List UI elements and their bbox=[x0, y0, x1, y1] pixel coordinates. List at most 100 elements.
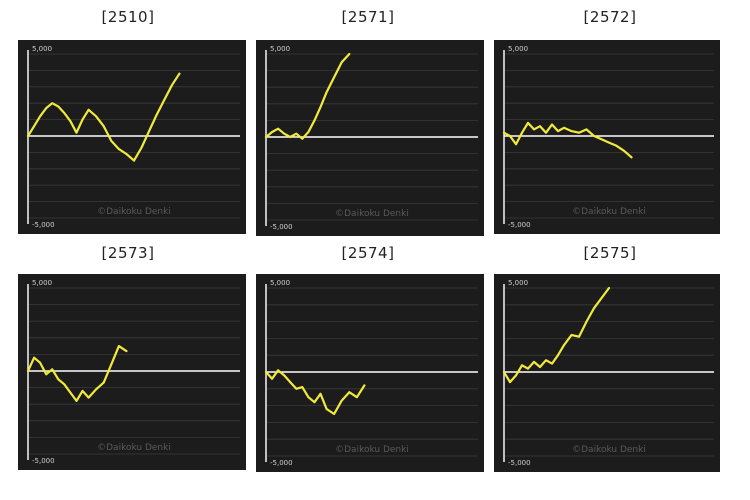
chart-cell-2571: [2571] 5,000 -5,000 ©Daikoku Denki bbox=[248, 2, 488, 238]
series-line bbox=[264, 52, 351, 140]
data-point bbox=[277, 369, 280, 372]
data-point bbox=[307, 131, 310, 133]
data-point bbox=[608, 141, 610, 144]
series-line bbox=[502, 121, 633, 159]
data-point bbox=[81, 118, 84, 121]
data-point bbox=[313, 119, 316, 122]
chart-panel: 5,000 -5,000 ©Daikoku Denki bbox=[18, 40, 246, 234]
watermark-text: ©Daikoku Denki bbox=[97, 207, 171, 217]
data-point bbox=[148, 130, 151, 132]
data-point bbox=[630, 156, 633, 159]
data-point bbox=[578, 335, 580, 338]
chart-panel: 5,000 -5,000 ©Daikoku Denki bbox=[494, 274, 720, 472]
data-point bbox=[515, 143, 517, 146]
watermark-text: ©Daikoku Denki bbox=[572, 445, 646, 455]
y-tick-label: 5,000 bbox=[32, 45, 52, 53]
data-point bbox=[545, 131, 547, 134]
chart-panel: 5,000 -5,000 ©Daikoku Denki bbox=[256, 274, 484, 472]
data-point bbox=[363, 384, 366, 387]
data-point bbox=[503, 131, 505, 134]
data-point bbox=[325, 408, 328, 410]
data-point bbox=[521, 131, 523, 134]
data-point bbox=[615, 144, 618, 147]
data-point bbox=[319, 392, 322, 395]
data-point bbox=[325, 91, 328, 94]
chart-svg: 5,000 -5,000 ©Daikoku Denki bbox=[494, 40, 720, 234]
data-point bbox=[51, 368, 54, 371]
data-point bbox=[271, 131, 273, 133]
data-point bbox=[163, 99, 166, 101]
data-point bbox=[539, 366, 541, 368]
y-tick-label: -5,000 bbox=[508, 459, 531, 467]
data-point bbox=[277, 127, 280, 130]
chart-panel: 5,000 -5,000 ©Daikoku Denki bbox=[256, 40, 484, 236]
data-point bbox=[551, 123, 553, 126]
chart-title: [2575] bbox=[583, 244, 637, 262]
data-point bbox=[585, 320, 588, 323]
chart-cell-2575: [2575] 5,000 -5,000 ©Daikoku Denki bbox=[490, 240, 730, 476]
chart-title: [2510] bbox=[101, 8, 155, 26]
data-point bbox=[563, 344, 565, 347]
data-point bbox=[307, 396, 310, 399]
data-point bbox=[563, 126, 565, 129]
chart-svg: 5,000 -5,000 ©Daikoku Denki bbox=[256, 40, 484, 236]
chart-svg: 5,000 -5,000 ©Daikoku Denki bbox=[18, 40, 246, 234]
data-point bbox=[533, 128, 535, 131]
y-tick-label: 5,000 bbox=[270, 45, 290, 53]
data-point bbox=[33, 356, 35, 359]
chart-svg: 5,000 -5,000 ©Daikoku Denki bbox=[256, 274, 484, 472]
data-point bbox=[570, 130, 573, 132]
data-point bbox=[87, 396, 90, 399]
data-point bbox=[45, 373, 48, 376]
data-point bbox=[289, 136, 292, 138]
data-point bbox=[623, 149, 625, 152]
data-point bbox=[600, 297, 603, 299]
y-tick-label: -5,000 bbox=[270, 223, 293, 231]
data-point bbox=[69, 120, 72, 123]
data-point bbox=[95, 388, 98, 391]
data-point bbox=[301, 137, 304, 140]
data-point bbox=[102, 125, 105, 128]
chart-panel: 5,000 -5,000 ©Daikoku Denki bbox=[18, 274, 246, 470]
y-tick-label: 5,000 bbox=[32, 279, 52, 287]
data-point bbox=[63, 383, 66, 386]
data-point bbox=[110, 363, 113, 366]
data-point bbox=[348, 53, 351, 55]
data-point bbox=[102, 381, 105, 384]
data-point bbox=[271, 377, 273, 380]
data-point bbox=[178, 72, 181, 75]
data-point bbox=[608, 287, 610, 289]
data-point bbox=[133, 159, 135, 162]
data-point bbox=[125, 153, 128, 155]
data-point bbox=[557, 354, 559, 357]
data-point bbox=[57, 105, 60, 108]
series-line bbox=[264, 369, 366, 416]
y-tick-label: 5,000 bbox=[508, 45, 528, 53]
data-point bbox=[87, 108, 90, 111]
data-point bbox=[333, 76, 336, 79]
chart-title: [2573] bbox=[101, 244, 155, 262]
chart-svg: 5,000 -5,000 ©Daikoku Denki bbox=[18, 274, 246, 470]
data-point bbox=[295, 132, 298, 135]
data-point bbox=[570, 334, 573, 336]
data-point bbox=[593, 307, 595, 310]
y-tick-label: -5,000 bbox=[32, 221, 55, 229]
data-point bbox=[140, 146, 143, 149]
data-point bbox=[51, 102, 54, 105]
chart-title: [2574] bbox=[341, 244, 395, 262]
data-point bbox=[95, 115, 98, 118]
data-point bbox=[521, 364, 523, 367]
data-point bbox=[110, 140, 113, 142]
data-point bbox=[170, 84, 173, 87]
data-point bbox=[81, 390, 84, 392]
data-point bbox=[63, 112, 66, 114]
data-point bbox=[355, 396, 358, 399]
data-point bbox=[545, 359, 547, 362]
data-point bbox=[283, 132, 286, 135]
chart-background bbox=[494, 274, 720, 472]
data-point bbox=[117, 148, 120, 151]
data-point bbox=[295, 387, 298, 390]
data-point bbox=[265, 136, 267, 138]
data-point bbox=[57, 378, 60, 381]
data-point bbox=[557, 130, 559, 132]
